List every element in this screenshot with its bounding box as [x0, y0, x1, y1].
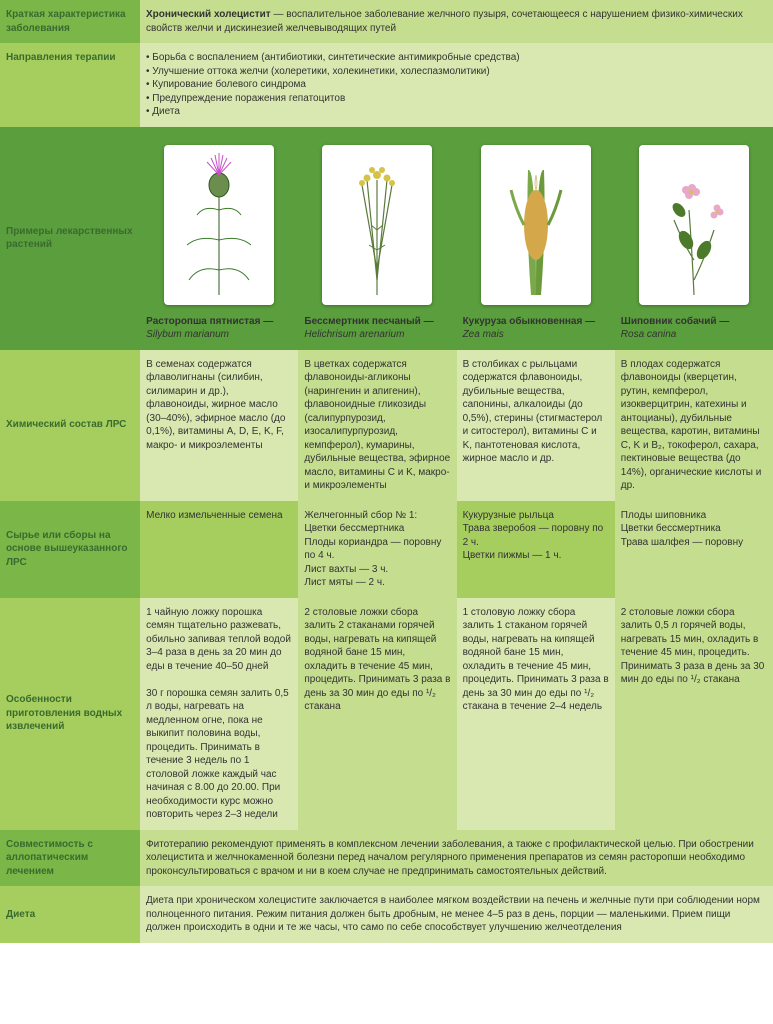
row-disease: Краткая характеристика заболевания Хрони… — [0, 0, 773, 43]
content-disease: Хронический холецистит — воспалительное … — [140, 0, 773, 43]
plant-latin: Rosa canina — [621, 328, 767, 342]
phyto-table: Краткая характеристика заболевания Хрони… — [0, 0, 773, 127]
corn-icon — [486, 150, 586, 300]
label-disease: Краткая характеристика заболевания — [0, 0, 140, 43]
plant-card — [164, 145, 274, 305]
disease-term: Хронический холецистит — [146, 9, 271, 20]
content-diet: Диета при хроническом холецистите заключ… — [140, 886, 773, 943]
row-chemistry: Химический состав ЛРС В семенах содержат… — [0, 350, 773, 501]
plant-latin: Helichrisum arenarium — [304, 328, 450, 342]
chem-cell: В семенах содержатся флаволигнаны (силиб… — [140, 350, 298, 501]
plant-name: Расторопша пятнистая — — [146, 315, 292, 329]
therapy-list: Борьба с воспалением (антибиотики, синте… — [146, 51, 767, 119]
label-plants: Примеры лекарственных растений — [0, 127, 140, 350]
row-diet: Диета Диета при хроническом холецистите … — [0, 886, 773, 943]
plant-cell-3: Шиповник собачий — Rosa canina — [615, 127, 773, 350]
therapy-item: Борьба с воспалением (антибиотики, синте… — [146, 51, 767, 65]
label-diet: Диета — [0, 886, 140, 943]
helichrysum-icon — [327, 150, 427, 300]
therapy-item: Диета — [146, 105, 767, 119]
row-compat: Совместимость с аллопатическим лечением … — [0, 830, 773, 887]
raw-cell: Мелко измельченные семена — [140, 501, 298, 598]
plant-latin: Silybum marianum — [146, 328, 292, 342]
plant-cell-0: Расторопша пятнистая — Silybum marianum — [140, 127, 298, 350]
label-compat: Совместимость с аллопатическим лечением — [0, 830, 140, 887]
plant-name: Шиповник собачий — — [621, 315, 767, 329]
plant-latin: Zea mais — [463, 328, 609, 342]
plant-card — [481, 145, 591, 305]
plant-card — [322, 145, 432, 305]
raw-cell: Желчегонный сбор № 1: Цветки бессмертник… — [298, 501, 456, 598]
label-raw: Сырье или сборы на основе вышеуказанного… — [0, 501, 140, 598]
bottmanager-table: Совместимость с аллопатическим лечением … — [0, 830, 773, 943]
therapy-item: Предупреждение поражения гепатоцитов — [146, 92, 767, 106]
plant-name: Кукуруза обыкновенная — — [463, 315, 609, 329]
plant-card — [639, 145, 749, 305]
plant-cell-1: Бессмертник песчаный — Helichrisum arena… — [298, 127, 456, 350]
label-chemistry: Химический состав ЛРС — [0, 350, 140, 501]
row-prep: Особенности приготовления водных извлече… — [0, 598, 773, 830]
label-prep: Особенности приготовления водных извлече… — [0, 598, 140, 830]
row-raw: Сырье или сборы на основе вышеуказанного… — [0, 501, 773, 598]
raw-cell: Плоды шиповника Цветки бессмертника Трав… — [615, 501, 773, 598]
plant-name: Бессмертник песчаный — — [304, 315, 450, 329]
rosehip-icon — [644, 150, 744, 300]
row-plants: Примеры лекарственных растений Расторопш… — [0, 127, 773, 350]
prep-cell: 1 чайную ложку порошка семян тщательно р… — [140, 598, 298, 830]
chem-cell: В плодах содержатся флавоноиды (кверцети… — [615, 350, 773, 501]
thistle-icon — [169, 150, 269, 300]
therapy-item: Купирование болевого синдрома — [146, 78, 767, 92]
prep-cell: 1 столовую ложку сбора залить 1 стаканом… — [457, 598, 615, 830]
prep-cell: 2 столовые ложки сбора залить 0,5 л горя… — [615, 598, 773, 830]
content-compat: Фитотерапию рекомендуют применять в комп… — [140, 830, 773, 887]
chem-cell: В цветках содержатся флавоноиды-агликоны… — [298, 350, 456, 501]
therapy-item: Улучшение оттока желчи (холеретики, холе… — [146, 65, 767, 79]
prep-cell: 2 столовые ложки сбора залить 2 стаканам… — [298, 598, 456, 830]
raw-cell: Кукурузные рыльца Трава зверобоя — поров… — [457, 501, 615, 598]
label-therapy: Направления терапии — [0, 43, 140, 127]
content-therapy: Борьба с воспалением (антибиотики, синте… — [140, 43, 773, 127]
chem-cell: В столбиках с рыльцами содержатся флавон… — [457, 350, 615, 501]
row-therapy: Направления терапии Борьба с воспалением… — [0, 43, 773, 127]
plant-cell-2: Кукуруза обыкновенная — Zea mais — [457, 127, 615, 350]
plants-table: Примеры лекарственных растений Расторопш… — [0, 127, 773, 830]
